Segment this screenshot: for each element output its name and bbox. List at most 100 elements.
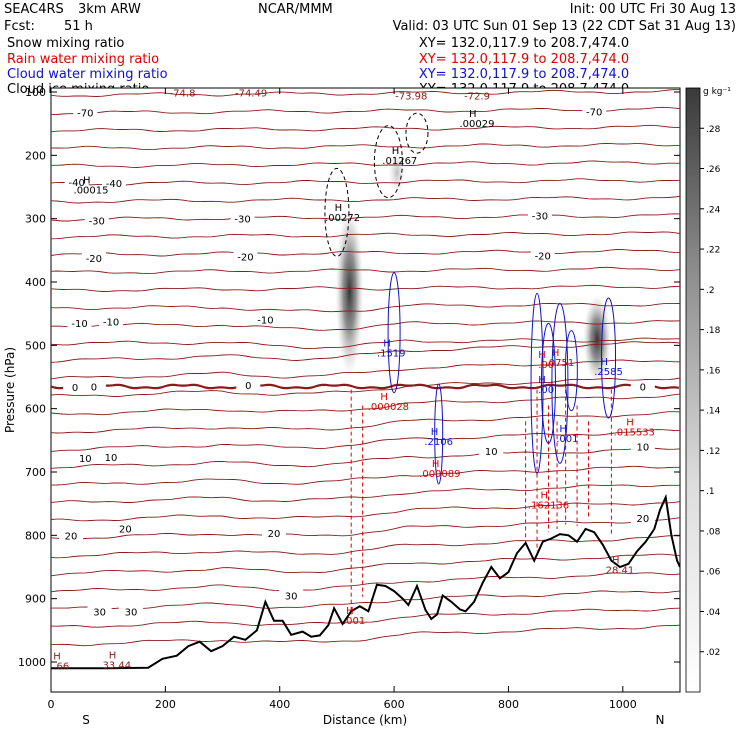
colorbar: g kg⁻¹ .02 .04 .06 .08 .1 .12 .14 .16 .18 .2 .22 .2…: [685, 87, 731, 693]
y-tick-label: 100: [25, 86, 46, 99]
y-tick-label: 800: [25, 529, 46, 542]
max-min-label: -74.49: [235, 88, 267, 99]
cloud-water-contour-2: [530, 292, 544, 474]
isotherm-label: -10: [103, 317, 119, 328]
colorbar-tick-label: .16: [706, 366, 721, 376]
max-min-label: .2106: [424, 437, 453, 448]
isotherm-22: [51, 465, 680, 486]
isotherm-label: -20: [86, 254, 102, 265]
isotherm-label-bg: [73, 106, 98, 118]
isotherm-label-bg: [113, 522, 138, 534]
max-min-label: .001: [343, 616, 365, 627]
header-model: 3km ARW: [78, 2, 141, 17]
max-min-label: .0751: [546, 358, 575, 369]
max-min-label: .00015: [74, 185, 109, 196]
isotherm-12: [51, 302, 680, 313]
max-min-label: -72.9: [464, 92, 490, 103]
isotherm-label-bg: [81, 380, 106, 392]
max-min-label: .015533: [614, 427, 655, 438]
isotherm-label: -20: [237, 253, 253, 264]
header-fcst-label: Fcst:: [4, 19, 35, 34]
isotherm-30: [51, 607, 680, 628]
max-min-label: .000089: [419, 469, 460, 480]
isotherm-label: 0: [72, 383, 78, 394]
isotherm-label-bg: [99, 315, 124, 327]
legend-xy-rain: XY= 132.0,117.9 to 208.7,474.0: [419, 52, 629, 67]
isotherm-label-bg: [59, 529, 84, 541]
max-min-label: .001: [556, 434, 578, 445]
max-marker: H: [601, 357, 609, 368]
plot-frame: [50, 87, 681, 693]
isotherm-label: -20: [535, 251, 551, 262]
header-valid: Valid: 03 UTC Sun 01 Sep 13 (22 CDT Sat …: [393, 19, 736, 34]
isotherm-24: [51, 501, 680, 522]
isotherm-3: [51, 143, 680, 151]
isotherm-label: -40: [69, 178, 85, 189]
colorbar-unit: g kg⁻¹: [703, 87, 731, 97]
isotherm-20: [51, 429, 680, 452]
colorbar-tick-label: .02: [706, 648, 720, 658]
max-min-label: .00272: [325, 213, 360, 224]
colorbar-tick-label: .12: [706, 447, 720, 457]
y-tick-label: 700: [25, 466, 46, 479]
isotherm-label-bg: [582, 105, 607, 117]
isotherm-label-bg: [84, 214, 109, 226]
cloud-ice-contour-2: [405, 112, 429, 154]
isotherm-8: [51, 231, 680, 240]
y-tick-label: 500: [25, 339, 46, 352]
isotherm-label: 20: [636, 514, 649, 525]
max-min-label: .00: [538, 385, 554, 396]
max-marker: H: [380, 392, 388, 403]
y-tick-label: 900: [25, 593, 46, 606]
max-marker: H: [469, 109, 477, 120]
colorbar-ramp: [685, 87, 701, 693]
cloud-water-contour-3: [540, 322, 556, 444]
isotherm-label: 10: [636, 443, 649, 454]
isotherm-label-bg: [99, 450, 124, 462]
isotherm-label-bg: [527, 209, 552, 221]
isotherm-17: [51, 377, 680, 397]
terrain-profile: [51, 493, 680, 670]
isotherm-5: [51, 178, 680, 186]
colorbar-tick-label: .18: [706, 326, 721, 336]
isotherm-label: 0: [245, 381, 251, 392]
x-end-label-south: S: [82, 713, 90, 727]
max-marker: H: [392, 146, 400, 157]
isotherm-label-bg: [101, 177, 126, 189]
x-tick-label: 0: [48, 698, 55, 711]
isotherm-label-bg: [530, 249, 555, 261]
cloud-water-contour-0: [387, 272, 401, 394]
x-end-label-north: N: [656, 713, 665, 727]
isotherm-13: [51, 320, 680, 331]
max-min-label: .2585: [594, 367, 623, 378]
isotherm-label-bg: [630, 380, 655, 392]
x-axis-title: Distance (km): [323, 713, 407, 727]
max-min-label: .162136: [528, 501, 569, 512]
isotherm-label-bg: [67, 317, 92, 329]
isotherm-label-bg: [279, 589, 304, 601]
max-marker: H: [431, 427, 439, 438]
max-min-label: .000028: [368, 402, 409, 413]
header-title: SEAC4RS: [4, 2, 64, 17]
x-tick-label: 1000: [609, 698, 637, 711]
max-marker: H: [540, 491, 548, 502]
isotherm-10: [51, 266, 680, 275]
isotherm-0: [51, 89, 680, 97]
max-marker: H: [538, 375, 546, 386]
isotherm-label: 30: [93, 607, 106, 618]
header-fcst-value: 51 h: [64, 19, 93, 34]
isotherm-label: 30: [285, 592, 298, 603]
max-marker: H: [552, 348, 560, 359]
isotherm-label: 20: [65, 531, 78, 542]
isotherm-label-bg: [64, 175, 89, 187]
isotherm-label-bg: [81, 251, 106, 263]
max-marker: H: [346, 606, 354, 617]
isotherm-6: [51, 195, 680, 204]
isotherm-1: [51, 106, 680, 116]
isotherm-28: [51, 572, 680, 593]
isotherm-4: [51, 160, 680, 168]
max-marker: H: [83, 175, 91, 186]
isotherm-label-bg: [630, 512, 655, 524]
isotherm-label-bg: [479, 445, 504, 457]
